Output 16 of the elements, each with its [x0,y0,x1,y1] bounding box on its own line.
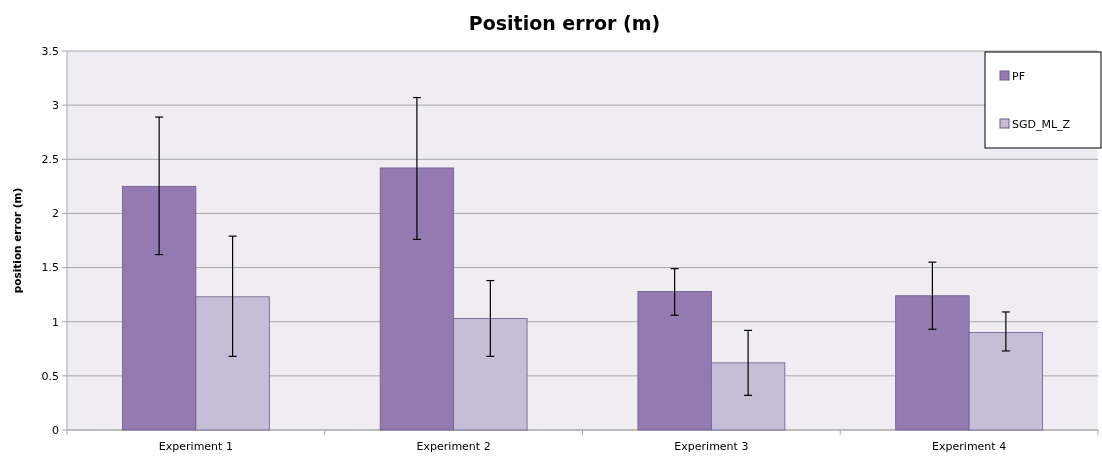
y-tick-label: 3 [52,98,59,112]
y-tick-label: 3.5 [41,44,59,58]
y-tick-label: 1 [52,315,59,329]
x-tick-label: Experiment 4 [932,440,1007,453]
y-axis-title: position error (m) [11,187,23,294]
y-tick-label: 2 [52,207,59,221]
y-tick-label: 1.5 [41,261,59,275]
legend-label: SGD_ML_Z [1012,118,1071,131]
x-tick-label: Experiment 2 [416,440,491,453]
y-tick-label: 0.5 [41,369,59,383]
y-tick-label: 2.5 [41,153,59,167]
x-tick-label: Experiment 1 [158,440,233,453]
y-tick-label: 0 [52,423,59,437]
legend-label: PF [1012,70,1025,83]
chart-title: Position error (m) [468,12,661,34]
x-tick-label: Experiment 3 [674,440,749,453]
